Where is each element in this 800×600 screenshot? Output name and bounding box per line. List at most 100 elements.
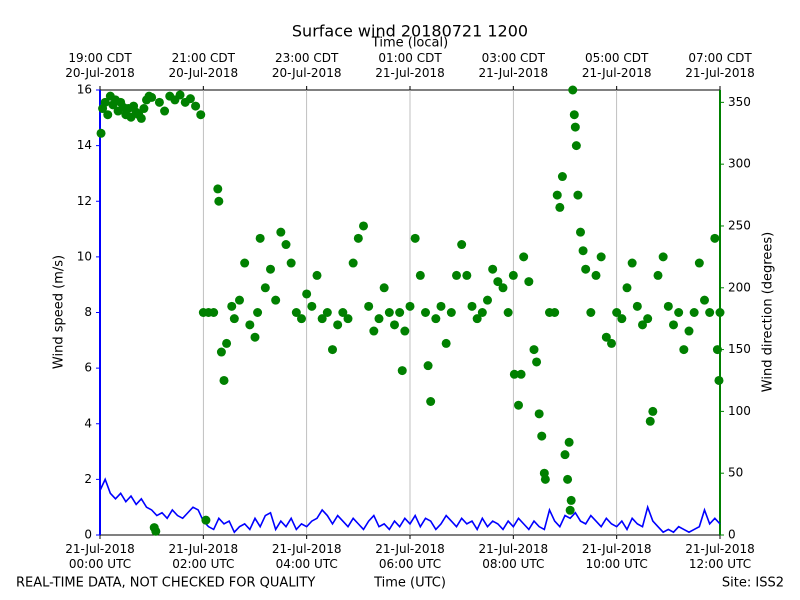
x2-tick-label: 05:00 CDT 21-Jul-2018 [582, 51, 652, 80]
wind-direction-point [694, 258, 704, 268]
wind-direction-point [591, 270, 601, 280]
wind-direction-point [96, 128, 106, 138]
wind-direction-point [627, 258, 637, 268]
wind-direction-point [390, 320, 399, 330]
wind-direction-point [566, 495, 576, 505]
x-tick-label: 21-Jul-2018 00:00 UTC [65, 542, 135, 571]
wind-direction-point [312, 270, 322, 280]
wind-direction-point [260, 283, 270, 293]
y2-tick-label: 350 [728, 95, 751, 109]
site-label: Site: ISS2 [722, 576, 784, 591]
wind-direction-point [493, 277, 503, 287]
x-tick-label: 21-Jul-2018 08:00 UTC [479, 542, 549, 571]
wind-direction-point [540, 474, 550, 484]
wind-direction-point [328, 345, 337, 355]
wind-direction-point [213, 184, 223, 194]
wind-direction-point [710, 233, 720, 243]
wind-direction-point [462, 270, 472, 280]
wind-direction-point [139, 104, 149, 114]
y2-tick-label: 200 [728, 280, 751, 294]
wind-direction-point [669, 320, 678, 330]
wind-direction-point [570, 122, 580, 132]
wind-direction-point [472, 314, 482, 324]
y2-tick-label: 0 [728, 528, 736, 542]
wind-direction-point [338, 308, 348, 317]
x-tick-label: 21-Jul-2018 12:00 UTC [685, 542, 755, 571]
wind-direction-point [514, 400, 523, 410]
wind-direction-point [291, 308, 301, 317]
wind-direction-point [255, 233, 265, 243]
wind-direction-point [348, 258, 358, 268]
wind-direction-point [622, 283, 632, 293]
y-tick-label: 8 [84, 305, 92, 319]
x-tick-label: 21-Jul-2018 10:00 UTC [582, 542, 652, 571]
y2-axis-label: Wind direction (degrees) [761, 232, 776, 392]
wind-direction-point [374, 314, 384, 324]
wind-direction-point [431, 314, 441, 324]
wind-direction-point [524, 277, 534, 287]
wind-direction-point [250, 332, 260, 342]
y2-tick-label: 50 [728, 466, 743, 480]
wind-direction-point [467, 301, 477, 311]
wind-direction-point [503, 308, 513, 317]
wind-direction-point [436, 301, 446, 311]
wind-direction-point [638, 320, 647, 330]
wind-direction-point [658, 252, 668, 262]
wind-direction-point [537, 431, 547, 441]
wind-direction-point [488, 264, 498, 274]
x2-tick-label: 03:00 CDT 21-Jul-2018 [479, 51, 549, 80]
wind-direction-point [379, 283, 389, 293]
wind-direction-point [276, 227, 286, 237]
wind-direction-point [519, 252, 529, 262]
wind-direction-point [400, 326, 410, 336]
wind-direction-point [483, 295, 492, 305]
y-axis-label: Wind speed (m/s) [52, 255, 67, 369]
wind-direction-point [147, 92, 157, 102]
wind-direction-point [596, 252, 606, 262]
wind-direction-point [581, 264, 591, 274]
wind-direction-point [209, 308, 219, 317]
wind-direction-point [632, 301, 642, 311]
wind-direction-point [663, 301, 673, 311]
wind-direction-point [410, 233, 420, 243]
wind-direction-point [565, 505, 575, 515]
wind-direction-point [612, 308, 622, 317]
x2-tick-label: 23:00 CDT 20-Jul-2018 [272, 51, 342, 80]
wind-direction-point [586, 308, 596, 317]
wind-direction-point [103, 110, 113, 120]
wind-direction-point [552, 190, 562, 200]
wind-direction-point [684, 326, 694, 336]
wind-direction-point [281, 240, 291, 250]
wind-direction-point [477, 308, 487, 317]
wind-direction-point [508, 270, 518, 280]
wind-direction-point [509, 369, 519, 379]
wind-direction-point [550, 308, 560, 317]
wind-direction-point [333, 320, 343, 330]
wind-direction-point [216, 347, 226, 357]
wind-direction-point [564, 437, 574, 447]
y2-tick-label: 250 [728, 218, 751, 232]
y-tick-label: 0 [84, 528, 92, 542]
x-tick-label: 21-Jul-2018 06:00 UTC [375, 542, 445, 571]
wind-direction-point [576, 227, 585, 237]
wind-direction-point [196, 110, 206, 120]
wind-direction-point [705, 308, 715, 317]
wind-direction-point [266, 264, 275, 274]
wind-direction-point [235, 295, 244, 305]
wind-direction-point [384, 308, 394, 317]
x2-tick-label: 01:00 CDT 21-Jul-2018 [375, 51, 445, 80]
wind-direction-point [364, 301, 374, 311]
wind-direction-point [555, 202, 565, 212]
footer-note: REAL-TIME DATA, NOT CHECKED FOR QUALITY [16, 576, 315, 591]
wind-direction-point [569, 110, 579, 120]
wind-direction-point [563, 474, 573, 484]
wind-direction-point [415, 270, 425, 280]
wind-direction-point [529, 345, 539, 355]
x2-tick-label: 07:00 CDT 21-Jul-2018 [685, 51, 755, 80]
wind-direction-point [426, 397, 436, 406]
wind-direction-point [240, 258, 250, 268]
wind-direction-point [571, 141, 581, 151]
wind-direction-point [441, 338, 451, 348]
wind-direction-point [568, 85, 578, 95]
